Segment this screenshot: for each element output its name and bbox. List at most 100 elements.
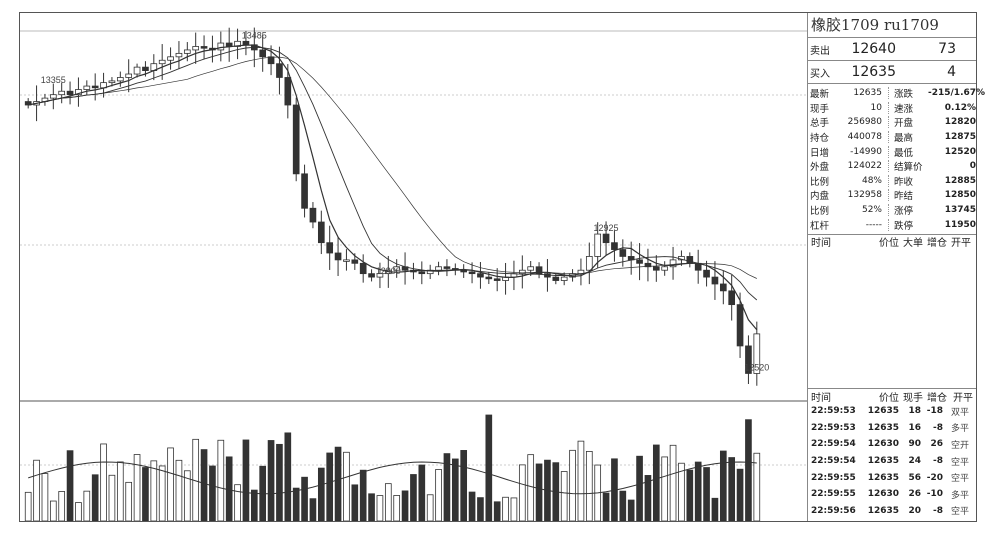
volume-bar [250,489,258,521]
stats-row: 比例 52% 涨停 13745 [808,203,976,218]
volume-bar [309,498,317,521]
quote-window: 13485 13355 12925 12800 12520 橡胶1709 ru1709 … [19,12,986,522]
stat-divider [888,204,890,217]
stat-label: 最高 [894,133,914,145]
tick-row: 22:59:55 12635 56 -20 空平 [808,469,976,486]
price-label: 13485 [242,30,267,40]
volume-bar [577,440,585,521]
volume-bar [636,455,643,521]
stat-value: 0 [969,161,976,172]
stat-value: ----- [865,219,882,230]
candle [301,173,308,209]
candle [585,256,593,271]
candle [116,77,124,82]
stat-label: 内盘 [810,191,830,203]
candle [477,273,484,278]
candle [661,266,669,271]
candle [435,266,442,271]
volume-bar [443,453,451,521]
candle [66,90,74,96]
ask-label: 卖出 [810,45,830,57]
volume-bar [535,463,543,521]
tick-oi-change: -18 [926,406,943,417]
volume-bar [719,450,727,521]
stat-label: 涨停 [894,206,914,218]
candle [711,276,719,285]
stat-value: 12635 [853,88,882,99]
kline-svg[interactable]: 13485 13355 12925 12800 12520 [20,13,807,521]
stat-value: 12885 [944,175,976,186]
tick-time: 22:59:54 [811,439,856,450]
stat-label: 持仓 [810,133,830,145]
big-orders-header: 时间 价位 大单 增仓 开平 [808,235,976,249]
tick-oi-change: 26 [930,439,943,450]
stats-row: 持仓 440078 最高 12875 [808,130,976,145]
volume-bar [175,459,183,521]
candle [468,271,476,275]
tick-rows: 22:59:53 12635 18 -18 双平 22:59:53 12635 16 -8 多平 2… [808,403,976,519]
stats-row: 日增 -14990 最低 12520 [808,144,976,159]
candle [142,66,149,71]
tick-kind: 双平 [950,407,969,418]
candle [83,85,91,90]
volume-bar [652,444,660,521]
tick-row: 22:59:55 12630 26 -10 多平 [808,486,976,503]
candle [485,276,493,280]
candle [49,94,57,99]
stat-label: 现手 [810,103,830,115]
price-label: 12800 [376,266,401,276]
tick-time: 22:59:54 [811,456,856,467]
candle [703,269,710,278]
stats-row: 比例 48% 昨收 12885 [808,174,976,189]
tick-volume: 18 [908,406,921,417]
stat-label: 外盘 [810,162,830,174]
stat-divider [888,101,890,114]
volume-bar [142,467,149,521]
volume-bar [167,447,174,521]
candle [284,77,292,106]
volume-bar [736,468,744,521]
tick-price: 12635 [867,406,899,417]
stats-table: 最新 12635 涨跌 -215/1.67% 现手 10 速涨 0.12% 总手 256980 开盘… [808,84,986,235]
tick-volume: 26 [908,489,921,500]
stat-label: 最低 [894,147,914,159]
price-label: 13355 [41,75,66,85]
tick-oi-change: -8 [933,422,943,433]
tick-volume: 20 [908,505,921,516]
stat-label: 跌停 [894,220,914,232]
candle [175,52,183,58]
kline-chart[interactable]: 13485 13355 12925 12800 12520 [20,13,807,521]
moving-average-line [28,46,758,301]
candle [535,266,543,275]
volume-bar [410,474,417,521]
candle [736,304,744,347]
candle [669,259,677,268]
candle [326,242,334,254]
candle [619,249,627,257]
volume-bar [317,467,325,521]
candle [351,259,359,264]
candle [75,89,82,96]
candle [376,273,384,278]
volume-bar [200,449,208,521]
stat-value: 124022 [847,161,882,172]
stat-label: 杠杆 [810,220,830,232]
candle [234,40,241,47]
volume-bar [116,461,124,521]
stat-divider [888,160,890,173]
instrument-title: 橡胶1709 ru1709 [808,13,976,38]
volume-bar [292,487,300,521]
tick-time: 22:59:53 [811,422,856,433]
tick-time: 22:59:53 [811,406,856,417]
stat-value: -215/1.67% [928,88,986,99]
tick-volume: 16 [908,422,921,433]
tick-time: 22:59:56 [811,505,856,516]
volume-bar [585,450,593,521]
stats-row: 现手 10 速涨 0.12% [808,101,976,116]
candle [493,278,501,281]
tick-price: 12635 [867,505,899,516]
candle [276,63,283,78]
candle [91,85,99,89]
stat-value: 48% [861,175,882,186]
stat-label: 总手 [810,118,830,130]
